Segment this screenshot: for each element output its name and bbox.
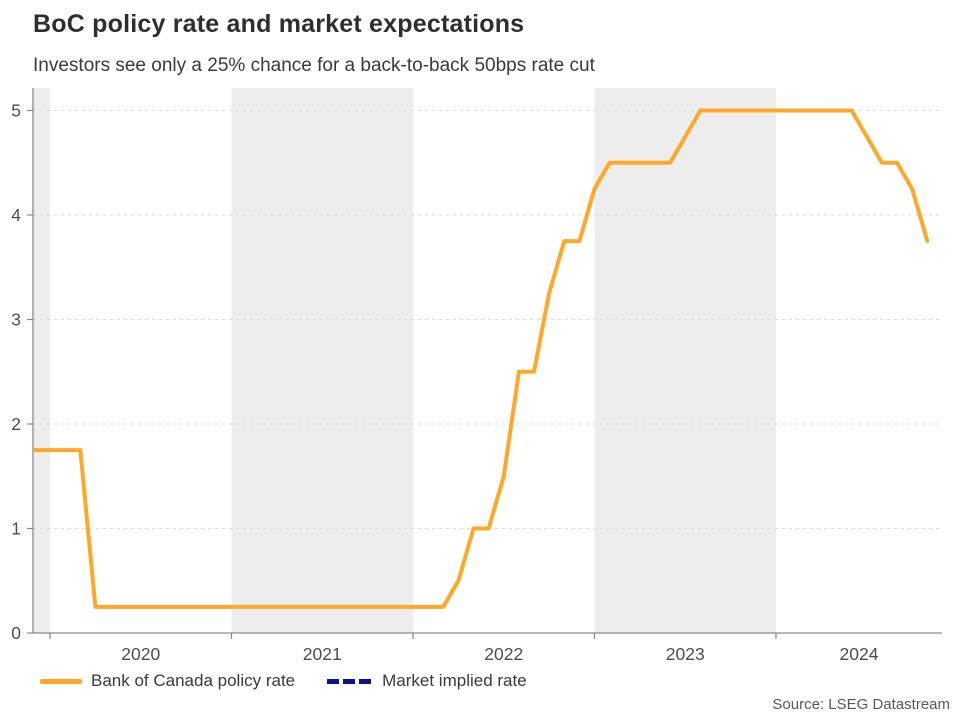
y-tick-label-5: 5	[11, 101, 21, 121]
policy-rate-line-swatch	[40, 678, 82, 684]
chart-title: BoC policy rate and market expectations	[33, 10, 525, 38]
gridlines	[33, 110, 942, 529]
legend-label-policy-rate: Bank of Canada policy rate	[91, 671, 296, 690]
year-band-2023	[594, 88, 776, 633]
series-line-0	[32, 108, 930, 609]
market-implied-line-swatch	[327, 678, 374, 684]
x-tick-label-2023: 2023	[666, 644, 705, 664]
legend-label-market-implied: Market implied rate	[382, 671, 527, 690]
y-tick-label-3: 3	[11, 310, 21, 330]
y-tick-label-0: 0	[11, 623, 21, 643]
year-band-2021	[231, 88, 413, 633]
x-axis-ticks: 2020 2021 2022 2023 2024	[49, 633, 879, 664]
x-tick-label-2020: 2020	[121, 644, 160, 664]
policy-rate-line-chart: 0 1 2 3 4 5 2020 2021 2022 2023 2024	[11, 88, 942, 664]
x-tick-label-2021: 2021	[303, 644, 342, 664]
chart-subtitle: Investors see only a 25% chance for a ba…	[33, 55, 595, 76]
legend-item-policy-rate: Bank of Canada policy rate	[40, 671, 295, 691]
y-tick-label-1: 1	[11, 519, 21, 539]
series-lines	[32, 108, 930, 609]
y-tick-label-2: 2	[11, 414, 21, 434]
legend-item-market-implied: Market implied rate	[327, 671, 527, 691]
x-tick-label-2024: 2024	[840, 644, 879, 664]
chart-legend: Bank of Canada policy rate Market implie…	[40, 671, 527, 691]
y-axis-ticks: 0 1 2 3 4 5	[11, 101, 33, 643]
year-band-2019	[33, 88, 50, 633]
year-shading-bands	[33, 88, 776, 633]
source-attribution: Source: LSEG Datastream	[772, 696, 950, 713]
y-tick-label-4: 4	[11, 205, 21, 225]
axes	[32, 88, 942, 634]
x-tick-label-2022: 2022	[484, 644, 523, 664]
